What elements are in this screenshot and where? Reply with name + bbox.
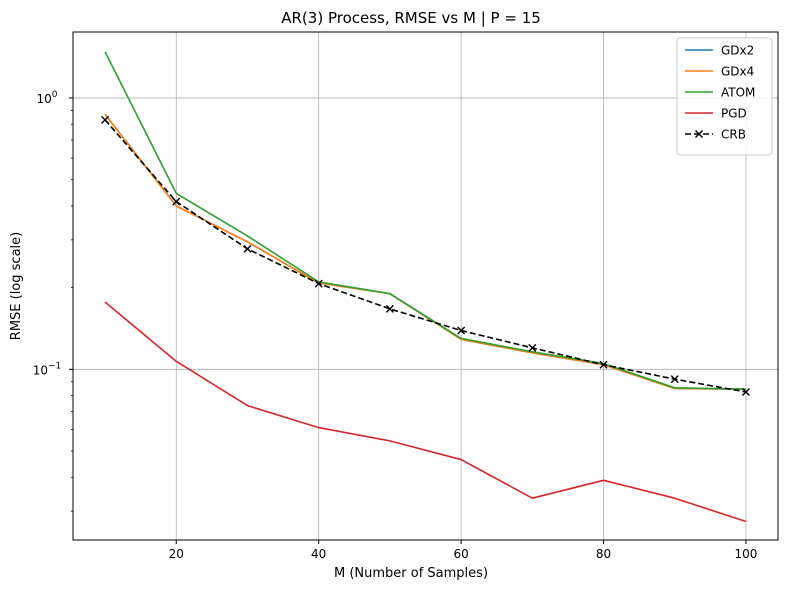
marker-stroke (385, 304, 394, 313)
data-point-crb (528, 343, 537, 352)
x-tick-label: 60 (453, 547, 468, 561)
marker-stroke (172, 197, 181, 206)
marker-stroke (741, 388, 750, 396)
marker-stroke (528, 343, 537, 352)
data-point-crb (101, 115, 110, 124)
data-point-crb (670, 375, 679, 384)
data-point-crb (314, 279, 323, 288)
y-axis-label: RMSE (log scale) (9, 232, 24, 340)
y-tick-label: 10−1 (33, 361, 62, 377)
marker-stroke (599, 360, 608, 369)
series-line-pgd (104, 301, 747, 523)
x-tick-label: 100 (735, 547, 758, 561)
marker-stroke (101, 115, 110, 124)
plot-frame (72, 31, 779, 541)
data-point-crb (243, 244, 252, 253)
legend-label-atom: ATOM (721, 86, 755, 100)
legend: GDx2 GDx4 ATOM PGD CRB (676, 37, 773, 156)
series-line-atom (104, 51, 746, 390)
x-axis-label: M (Number of Samples) (334, 566, 488, 581)
series-layer (101, 51, 750, 523)
x-tick-label: 40 (311, 547, 326, 561)
data-point-crb (385, 304, 394, 313)
legend-marker (695, 130, 703, 138)
legend-label-crb: CRB (721, 128, 746, 142)
x-tick-label: 80 (596, 547, 611, 561)
data-point-crb (457, 326, 466, 335)
marker-stroke (670, 375, 679, 384)
axis-ticks: 20 40 60 80 100 100 10−1 (33, 90, 758, 561)
x-tick-label: 20 (169, 547, 184, 561)
y-tick-label: 100 (36, 90, 57, 106)
legend-box (676, 37, 773, 156)
marker-stroke (243, 244, 252, 253)
data-point-crb (599, 360, 608, 369)
chart-title: AR(3) Process, RMSE vs M | P = 15 (281, 9, 541, 27)
data-point-crb (741, 388, 750, 396)
marker-stroke (457, 326, 466, 335)
legend-label-gdx4: GDx4 (721, 65, 754, 79)
legend-label-gdx2: GDx2 (721, 44, 754, 58)
series-line-crb (104, 119, 747, 393)
marker-stroke (314, 279, 323, 288)
data-point-crb (172, 197, 181, 206)
legend-label-pgd: PGD (721, 107, 747, 121)
